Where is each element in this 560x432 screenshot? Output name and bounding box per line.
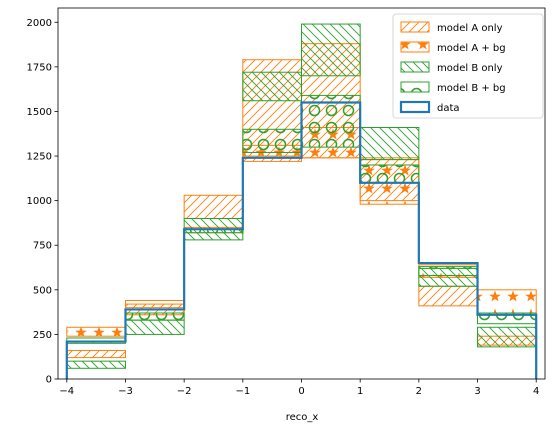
band-model-a-only-bin-2 [183,194,244,219]
band-layer [66,23,537,369]
legend-label-model-a-bg: model A + bg [437,43,506,54]
band-model-a-bg-bin-1 [124,300,185,309]
y-tick-label: 1500 [27,107,52,118]
legend-label-model-b-only: model B only [437,63,503,74]
y-tick-label: 500 [33,285,52,296]
band-model-a-only-bin-6 [418,285,479,307]
band-model-b-bg-bin-6 [418,266,479,277]
legend-label-model-a-only: model A only [437,23,503,34]
x-tick-label: −4 [59,386,74,397]
band-model-a-bg-bin-7 [477,289,537,314]
y-tick-label: 250 [33,330,52,341]
x-tick-label: −2 [177,386,192,397]
x-axis-ticks: −4 −3 −2 −1 0 1 2 3 4 [59,379,539,397]
x-tick-label: 4 [533,386,539,397]
plot-frame [57,7,546,380]
x-tick-label: −1 [235,386,250,397]
legend-swatch-model-b-bg [400,81,430,93]
legend-label-model-b-bg: model B + bg [437,83,506,94]
data-step-layer [65,101,538,379]
x-tick-label: −3 [118,386,133,397]
x-tick-label: 1 [357,386,363,397]
legend-swatch-model-b-only [400,61,430,73]
data-step-line [65,101,538,379]
band-model-b-only-bin-1 [124,319,185,335]
band-model-a-only-bin-0 [66,349,126,359]
y-tick-label: 0 [46,375,52,386]
legend-swatch-data [399,100,431,114]
y-tick-label: 1000 [27,196,52,207]
legend: model A only model A + bg model B only mode… [392,13,544,119]
band-model-b-only-bin-0 [66,360,126,369]
y-tick-label: 750 [33,241,52,252]
band-model-b-bg-bin-1 [124,312,185,321]
band-model-b-only-bin-3 [242,71,302,102]
legend-swatch-model-a-bg [400,41,430,53]
y-tick-label: 2000 [27,18,52,29]
band-model-a-bg-bin-0 [66,326,126,337]
legend-label-data: data [437,103,460,114]
y-tick-label: 1750 [27,62,52,73]
x-tick-label: 3 [474,386,480,397]
x-axis-label: reco_x [286,412,319,423]
y-axis-ticks: 0 250 500 750 1000 1250 1500 1750 2000 [27,18,58,386]
band-model-b-only-bin-4 [301,23,361,77]
legend-swatch-model-a-only [400,21,430,33]
y-tick-label: 1250 [27,152,52,163]
band-model-b-bg-bin-5 [359,164,420,184]
legend-frame [392,13,544,119]
band-model-b-only-bin-5 [359,127,420,161]
x-tick-label: 0 [298,386,304,397]
band-model-b-only-bin-7 [477,326,537,348]
band-model-b-bg-bin-3 [242,128,302,153]
x-tick-label: 2 [416,386,422,397]
